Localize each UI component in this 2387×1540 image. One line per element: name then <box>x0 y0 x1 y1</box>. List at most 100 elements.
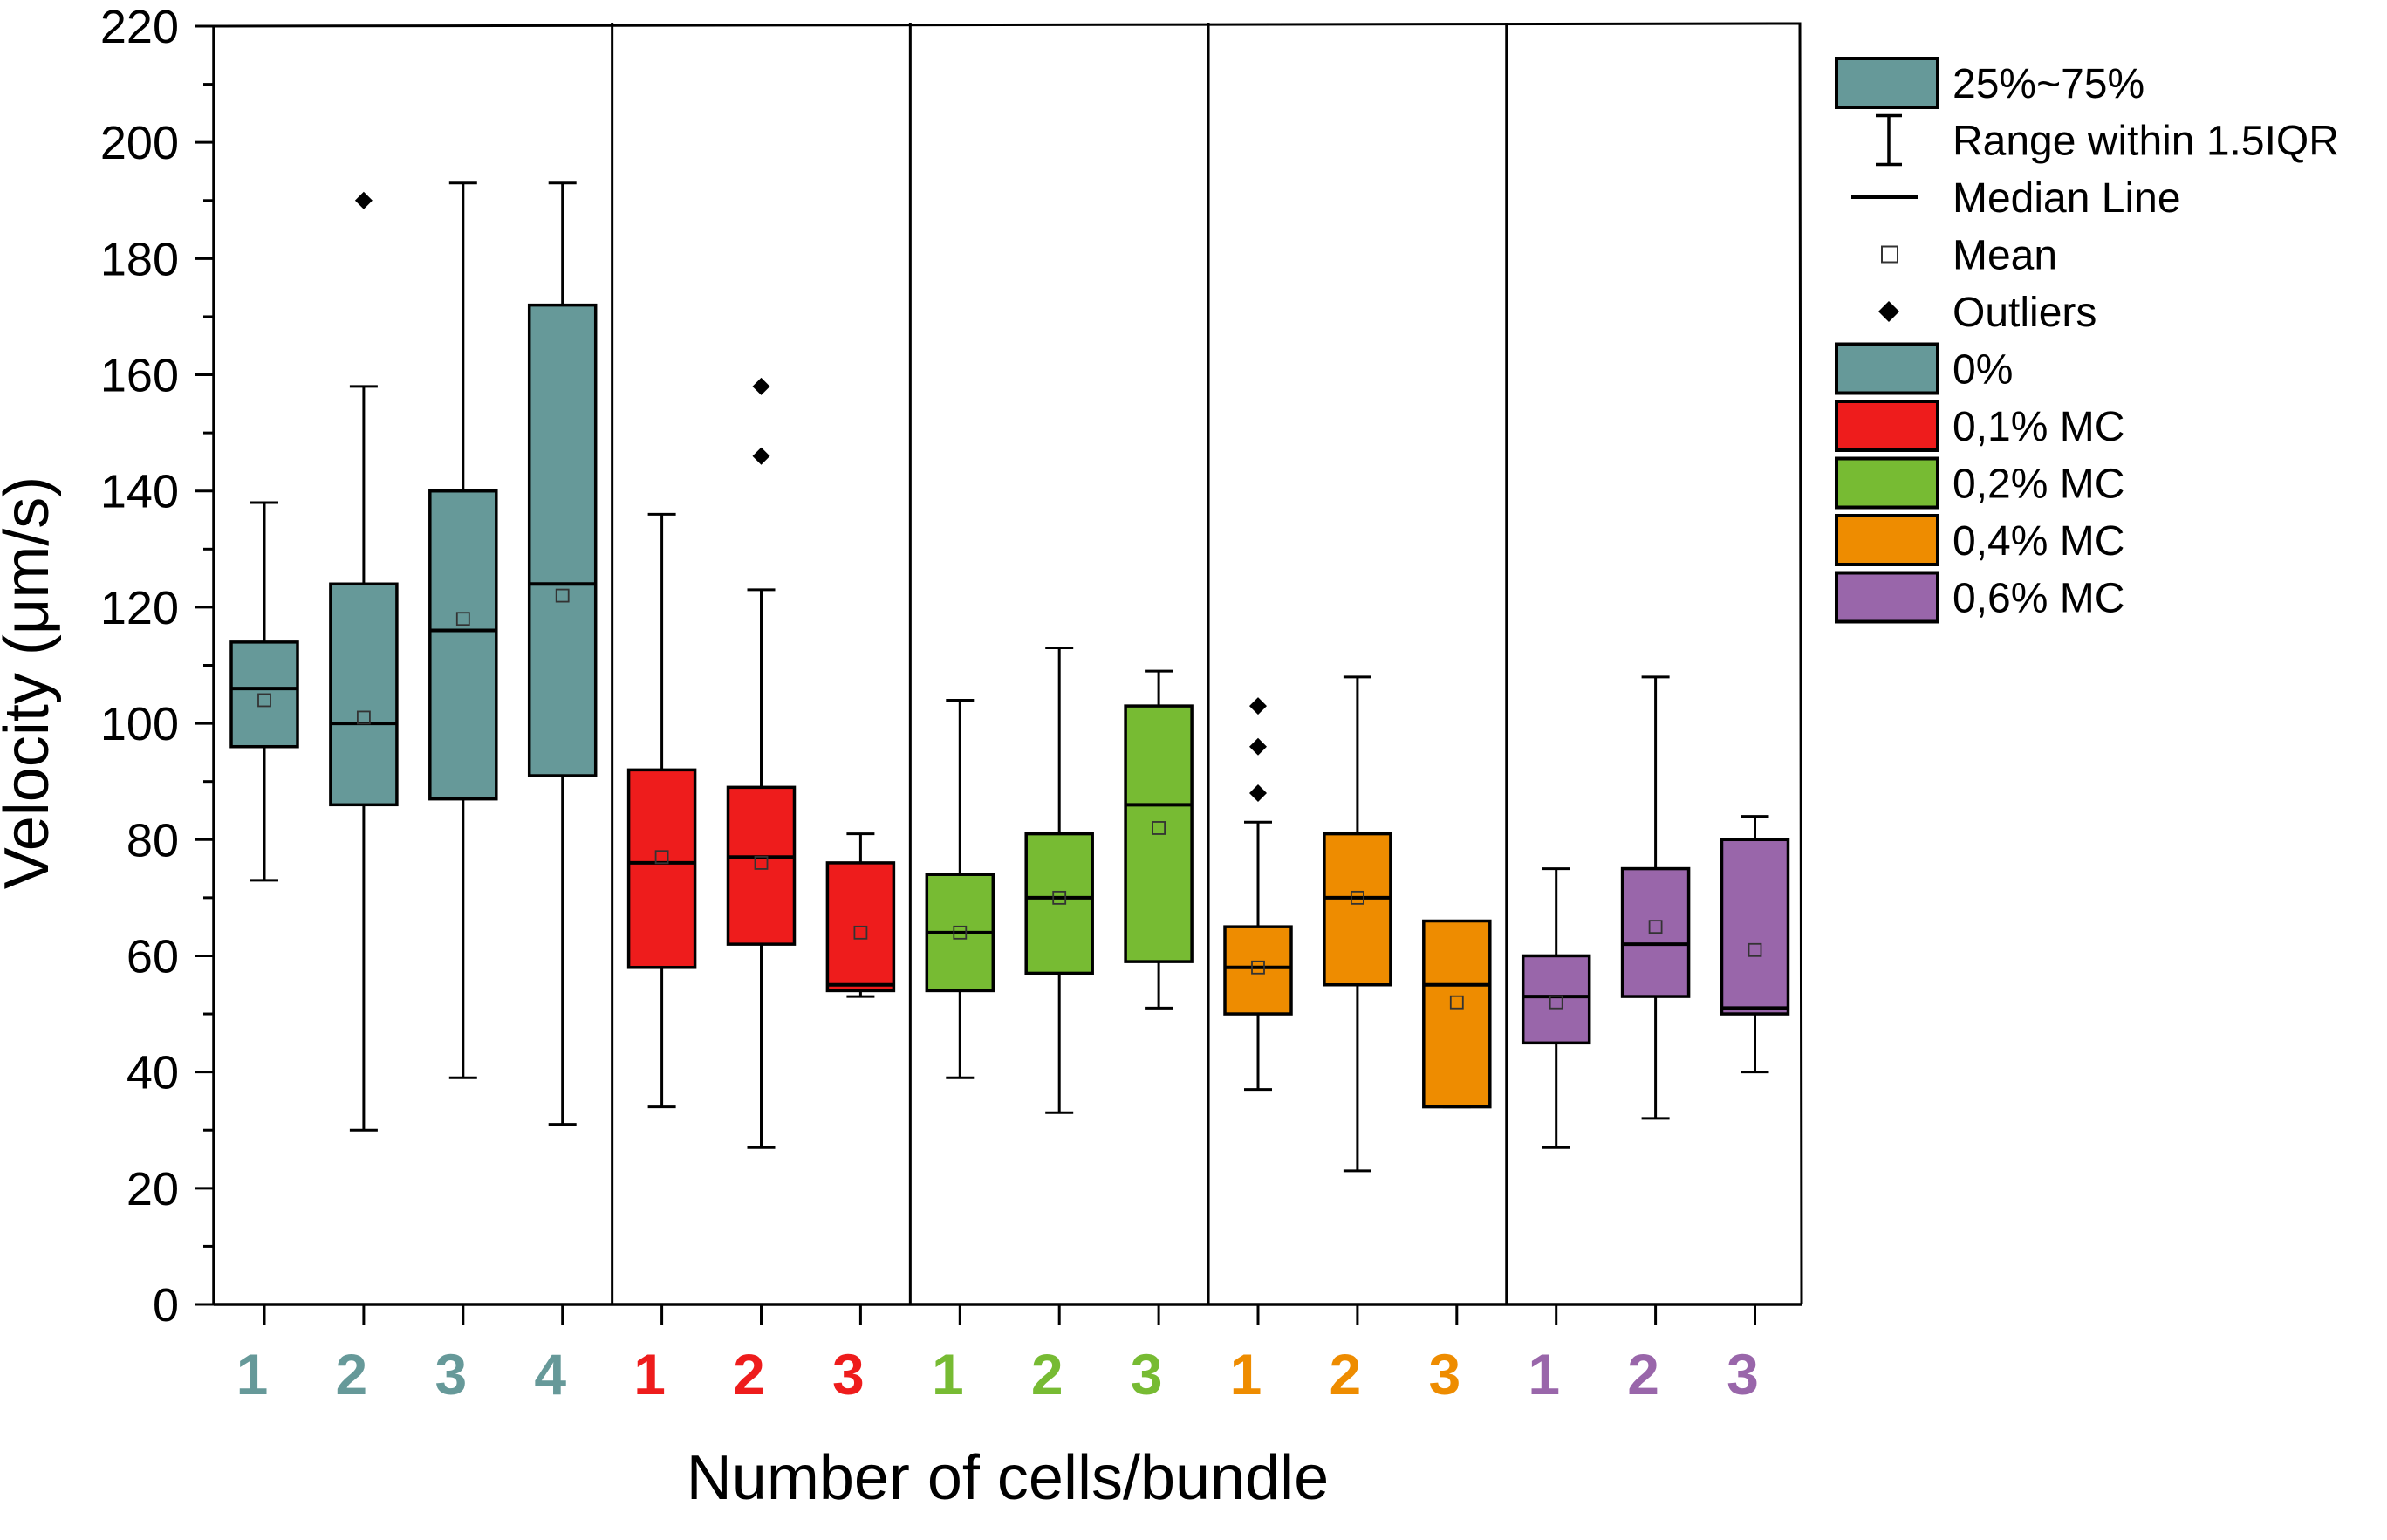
y-tick-label-120: 120 <box>100 582 179 634</box>
box-4-1-iqr <box>1223 925 1293 1016</box>
legend-item-1-label: 25%~75% <box>1953 61 2144 107</box>
legend-item-10: 0,6% MC <box>1835 571 2124 624</box>
box-2-1-iqr <box>626 768 697 969</box>
box-3-1-mean <box>953 925 968 940</box>
y-tick-label-180: 180 <box>100 233 179 285</box>
x-axis: 1 2 3 4 1 2 3 1 2 3 1 2 3 1 2 3 Number of cells/bundle <box>236 1304 1759 1513</box>
box-1-3-mean <box>455 612 470 626</box>
y-tick-label-60: 60 <box>127 930 179 982</box>
y-tick-label-0: 0 <box>153 1279 179 1331</box>
box-4-3-mean <box>1449 995 1464 1010</box>
box-1-2 <box>329 191 399 1132</box>
legend-item-9-swatch <box>1835 514 1939 566</box>
y-tick-label-40: 40 <box>127 1047 179 1099</box>
legend-item-8: 0,2% MC <box>1835 456 2124 510</box>
x-tick-label-1-1: 1 <box>236 1342 269 1407</box>
box-1-2-iqr <box>329 582 399 807</box>
box-2-2-mean <box>754 856 769 870</box>
box-2-2-outlier-1 <box>752 447 770 465</box>
x-tick-label-5-2: 2 <box>1627 1342 1659 1407</box>
legend-item-6-swatch <box>1835 342 1939 395</box>
box-1-2-outlier-1 <box>354 191 373 209</box>
legend-item-4-mean-marker <box>1881 245 1898 264</box>
legend-item-10-label: 0,6% MC <box>1953 576 2124 622</box>
box-1-1-mean <box>257 693 271 708</box>
x-tick-label-3-2: 2 <box>1031 1342 1064 1407</box>
x-tick-label-2-2: 2 <box>733 1342 765 1407</box>
y-tick-label-140: 140 <box>100 466 179 518</box>
x-tick-label-4-2: 2 <box>1330 1342 1362 1407</box>
box-3-3 <box>1124 669 1194 1010</box>
legend-item-6: 0% <box>1835 342 2013 395</box>
legend-item-3-label: Median Line <box>1953 175 2181 222</box>
box-1-3 <box>428 181 498 1079</box>
box-5-2-mean <box>1648 920 1663 934</box>
box-2-1-mean <box>654 850 669 865</box>
legend-item-6-label: 0% <box>1953 347 2013 394</box>
legend-item-5: Outliers <box>1878 290 2096 336</box>
box-5-3-iqr <box>1720 838 1790 1016</box>
x-tick-label-4-1: 1 <box>1230 1342 1262 1407</box>
box-3-3-mean <box>1152 821 1166 835</box>
legend-item-5-label: Outliers <box>1953 290 2096 336</box>
box-2-1 <box>626 512 697 1109</box>
legend-item-7-swatch <box>1835 400 1939 452</box>
x-tick-label-5-3: 3 <box>1727 1342 1759 1407</box>
legend-item-10-swatch <box>1835 571 1939 624</box>
y-tick-label-160: 160 <box>100 350 179 402</box>
legend-item-1-swatch <box>1835 57 1939 109</box>
y-tick-label-20: 20 <box>127 1163 179 1215</box>
box-4-3-iqr <box>1422 919 1492 1109</box>
x-tick-label-4-3: 3 <box>1428 1342 1460 1407</box>
box-2-3 <box>825 832 896 998</box>
box-4-1-outlier-1 <box>1249 784 1267 802</box>
box-1-4-iqr <box>527 303 598 777</box>
box-4-2 <box>1323 675 1392 1173</box>
legend-item-4: Mean <box>1881 233 2057 279</box>
legend-item-9: 0,4% MC <box>1835 514 2124 566</box>
box-4-1-outlier-3 <box>1249 697 1267 715</box>
y-tick-label-100: 100 <box>100 698 179 750</box>
box-5-3-mean <box>1748 942 1762 957</box>
box-2-2-iqr <box>726 785 797 946</box>
x-axis-title: Number of cells/bundle <box>687 1443 1329 1513</box>
box-4-2-iqr <box>1323 832 1392 987</box>
legend-item-4-label: Mean <box>1953 233 2057 279</box>
x-tick-label-1-4: 4 <box>534 1342 566 1407</box>
legend-item-8-swatch <box>1835 456 1939 510</box>
legend-item-7-label: 0,1% MC <box>1953 404 2124 450</box>
legend-item-1: 25%~75% <box>1835 57 2144 109</box>
box-1-3-iqr <box>428 489 498 801</box>
box-4-3 <box>1422 919 1492 1109</box>
legend-item-8-label: 0,2% MC <box>1953 462 2124 508</box>
box-4-1-mean <box>1251 960 1265 975</box>
frame-top-right <box>213 22 1803 1305</box>
x-tick-label-5-1: 1 <box>1528 1342 1560 1407</box>
legend-item-3: Median Line <box>1851 175 2181 222</box>
legend-item-5-outlier-marker <box>1878 301 1899 322</box>
box-5-1-iqr <box>1521 954 1591 1045</box>
box-4-2-mean <box>1351 890 1364 905</box>
box-2-3-mean <box>853 925 868 940</box>
group-dividers <box>611 23 1508 1304</box>
box-3-1 <box>925 698 995 1079</box>
legend-item-9-label: 0,4% MC <box>1953 518 2124 565</box>
y-tick-label-200: 200 <box>100 117 179 169</box>
y-tick-label-220: 220 <box>100 1 179 53</box>
box-3-2-mean <box>1052 890 1067 905</box>
y-axis-title: Velocity (μm/s) <box>0 476 62 890</box>
box-2-2 <box>726 377 797 1149</box>
box-1-1 <box>229 501 299 882</box>
x-tick-label-3-3: 3 <box>1131 1342 1163 1407</box>
x-tick-label-2-1: 1 <box>633 1342 666 1407</box>
legend: 25%~75% Range within 1.5IQR Median Line Mea… <box>1835 57 2339 624</box>
box-4-1-outlier-2 <box>1249 737 1267 756</box>
box-2-2-outlier-2 <box>752 377 770 395</box>
box-5-2 <box>1620 675 1691 1120</box>
box-5-3 <box>1720 815 1790 1074</box>
box-5-1-mean <box>1549 995 1563 1010</box>
y-axis: 0 20 40 60 80 100 120 140 160 180 200 220 Velocity (… <box>0 1 214 1331</box>
x-tick-label-3-1: 1 <box>932 1342 964 1407</box>
box-series <box>229 181 1790 1173</box>
